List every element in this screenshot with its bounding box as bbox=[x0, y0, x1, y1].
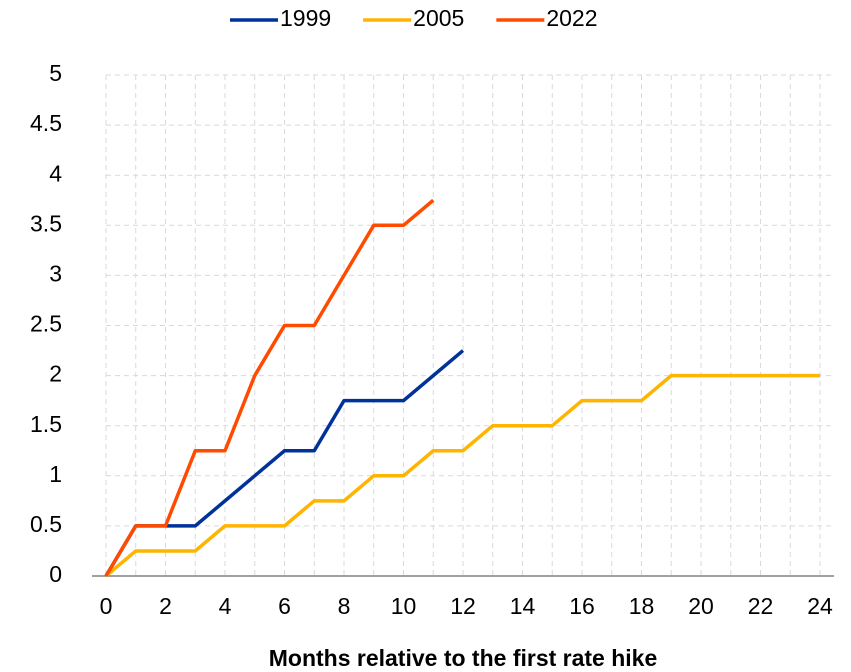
y-tick-label: 4.5 bbox=[30, 110, 62, 136]
x-tick-label: 20 bbox=[688, 593, 714, 619]
x-tick-label: 8 bbox=[338, 593, 351, 619]
x-tick-label: 4 bbox=[219, 593, 232, 619]
series-line bbox=[104, 198, 435, 577]
series-line bbox=[104, 373, 820, 578]
x-tick-label: 6 bbox=[278, 593, 291, 619]
x-tick-label: 16 bbox=[569, 593, 595, 619]
x-tick-label: 0 bbox=[100, 593, 113, 619]
x-tick-label: 24 bbox=[807, 593, 833, 619]
y-tick-label: 0.5 bbox=[30, 511, 62, 537]
y-tick-label: 5 bbox=[49, 60, 62, 86]
x-tick-label: 14 bbox=[510, 593, 536, 619]
y-tick-label: 3 bbox=[49, 260, 62, 286]
y-tick-label: 2.5 bbox=[30, 311, 62, 337]
legend-label: 2022 bbox=[546, 5, 597, 31]
x-tick-label: 18 bbox=[629, 593, 655, 619]
x-axis-title: Months relative to the first rate hike bbox=[269, 645, 658, 671]
y-tick-label: 4 bbox=[49, 160, 62, 186]
y-tick-label: 2 bbox=[49, 361, 62, 387]
x-tick-label: 2 bbox=[159, 593, 172, 619]
x-tick-label: 22 bbox=[748, 593, 774, 619]
y-tick-label: 1 bbox=[49, 461, 62, 487]
legend-label: 1999 bbox=[280, 5, 331, 31]
x-tick-label: 12 bbox=[450, 593, 476, 619]
x-tick-label: 10 bbox=[391, 593, 417, 619]
y-tick-label: 3.5 bbox=[30, 210, 62, 236]
y-tick-label: 0 bbox=[49, 561, 62, 587]
y-tick-label: 1.5 bbox=[30, 411, 62, 437]
legend-label: 2005 bbox=[413, 5, 464, 31]
